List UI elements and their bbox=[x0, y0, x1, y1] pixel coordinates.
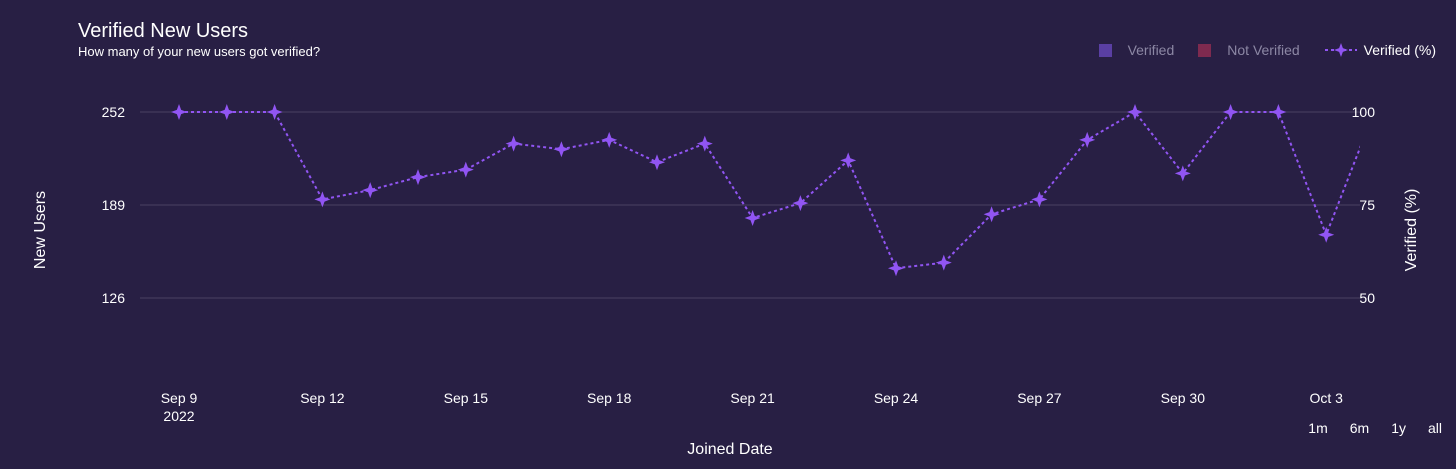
legend-item-verified[interactable]: Verified bbox=[1098, 42, 1175, 58]
range-button-1m[interactable]: 1m bbox=[1308, 420, 1328, 436]
x-axis-tick-label: Sep 24 bbox=[874, 390, 919, 406]
x-axis-tick-label: Sep 27 bbox=[1017, 390, 1062, 406]
data-point[interactable] bbox=[362, 182, 379, 199]
data-point[interactable] bbox=[1318, 226, 1335, 243]
chart-title: Verified New Users bbox=[78, 20, 249, 42]
legend-label-verified: Verified bbox=[1127, 42, 1175, 58]
left-axis-tick-label: 126 bbox=[102, 290, 126, 306]
right-axis-title: Verified (%) bbox=[1403, 189, 1420, 272]
x-axis-tick-label: Sep 30 bbox=[1161, 390, 1206, 406]
range-button-6m[interactable]: 6m bbox=[1349, 420, 1370, 436]
left-axis-tick-label: 189 bbox=[102, 197, 126, 213]
data-point[interactable] bbox=[410, 169, 426, 186]
legend-label-verified-percent: Verified (%) bbox=[1363, 42, 1436, 58]
data-point[interactable] bbox=[218, 104, 235, 120]
data-point[interactable] bbox=[983, 206, 1000, 223]
right-axis: 50 75 100 bbox=[1352, 104, 1376, 306]
data-point[interactable] bbox=[505, 135, 522, 152]
legend-label-not-verified: Not Verified bbox=[1227, 42, 1300, 58]
left-axis-tick-label: 252 bbox=[102, 104, 126, 120]
data-point[interactable] bbox=[1174, 165, 1191, 182]
range-button-1y[interactable]: 1y bbox=[1391, 420, 1406, 436]
data-point[interactable] bbox=[457, 161, 474, 178]
x-axis-tick-label: Sep 12 bbox=[300, 390, 345, 406]
data-point[interactable] bbox=[840, 152, 857, 169]
data-point[interactable] bbox=[601, 131, 618, 148]
series-line bbox=[179, 110, 1360, 270]
data-point[interactable] bbox=[888, 260, 904, 277]
legend-line-marker-icon bbox=[1324, 43, 1357, 57]
data-point[interactable] bbox=[266, 104, 283, 120]
x-axis-tick-label: Sep 21 bbox=[730, 390, 775, 406]
x-axis-tick-label: Sep 15 bbox=[444, 390, 489, 406]
data-point[interactable] bbox=[792, 195, 809, 212]
data-point[interactable] bbox=[935, 254, 952, 271]
chart-subtitle: How many of your new users got verified? bbox=[78, 44, 321, 59]
data-point[interactable] bbox=[553, 141, 570, 158]
range-button-all[interactable]: all bbox=[1427, 420, 1442, 436]
x-axis: Sep 9 Sep 12 Sep 15 Sep 18 Sep 21 Sep 24 Sep 2… bbox=[161, 390, 1343, 424]
x-axis-year-label: 2022 bbox=[163, 408, 194, 424]
data-point[interactable] bbox=[696, 135, 713, 152]
series-verified-percent bbox=[171, 104, 1360, 277]
left-axis: 126 189 252 bbox=[102, 104, 126, 306]
legend-swatch-not-verified bbox=[1198, 43, 1212, 57]
range-selector: 1m 6m 1y all bbox=[1286, 420, 1442, 436]
data-point[interactable] bbox=[1270, 104, 1287, 120]
data-point[interactable] bbox=[1079, 131, 1096, 148]
data-point[interactable] bbox=[1031, 191, 1048, 208]
data-point[interactable] bbox=[1222, 104, 1239, 120]
x-axis-tick-label: Sep 18 bbox=[587, 390, 632, 406]
legend-item-not-verified[interactable]: Not Verified bbox=[1198, 42, 1300, 58]
right-axis-tick-label: 50 bbox=[1359, 290, 1375, 306]
legend: Verified Not Verified Verified (%) bbox=[1075, 42, 1436, 58]
right-axis-tick-label: 100 bbox=[1352, 104, 1376, 120]
gridlines bbox=[140, 111, 1360, 299]
left-axis-title: New Users bbox=[32, 191, 49, 269]
data-point[interactable] bbox=[314, 191, 331, 208]
x-axis-tick-label: Oct 3 bbox=[1309, 390, 1343, 406]
data-point[interactable] bbox=[1127, 104, 1143, 120]
data-point[interactable] bbox=[649, 154, 665, 171]
right-axis-tick-label: 75 bbox=[1359, 197, 1375, 213]
x-axis-tick-label: Sep 9 bbox=[161, 390, 198, 406]
x-axis-title: Joined Date bbox=[687, 441, 772, 458]
data-point[interactable] bbox=[744, 210, 761, 227]
legend-item-verified-percent[interactable]: Verified (%) bbox=[1324, 42, 1436, 58]
legend-swatch-verified bbox=[1098, 43, 1112, 57]
data-point[interactable] bbox=[171, 104, 187, 120]
